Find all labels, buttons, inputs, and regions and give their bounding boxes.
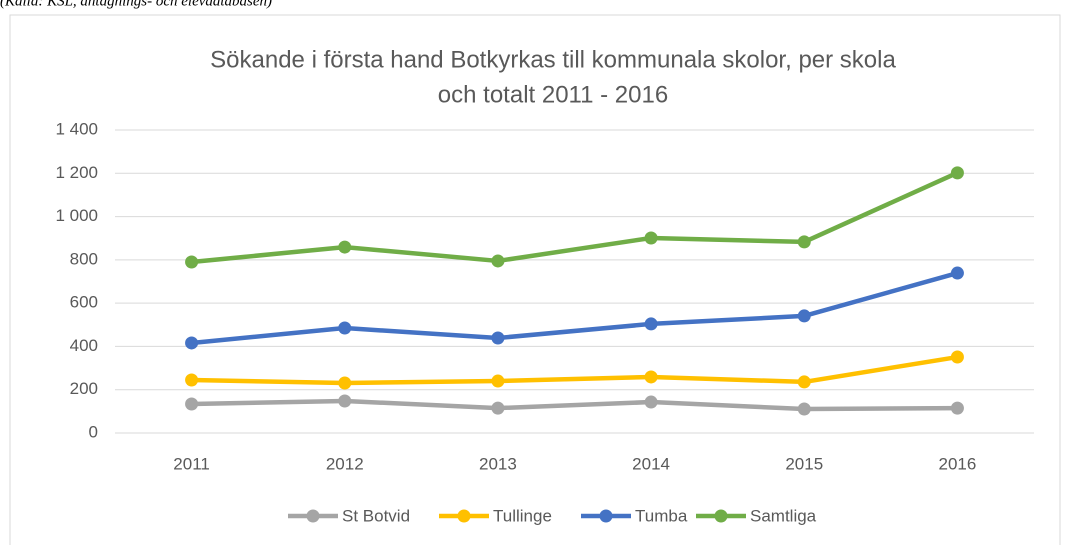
series-line: [189, 354, 960, 386]
data-point: [338, 240, 352, 254]
chart-title: Sökande i första hand Botkyrkas till kom…: [210, 46, 896, 73]
x-tick-label: 2014: [632, 454, 670, 473]
data-point: [950, 350, 964, 364]
data-point: [491, 374, 505, 388]
data-point: [797, 375, 811, 389]
y-tick-label: 800: [70, 249, 98, 268]
y-tick-label: 1 200: [55, 163, 98, 182]
data-point: [644, 231, 658, 245]
data-point: [644, 395, 658, 409]
y-tick-label: 600: [70, 293, 98, 312]
data-point: [338, 376, 352, 390]
legend-marker: [714, 509, 728, 523]
y-tick-label: 200: [70, 379, 98, 398]
data-point: [491, 401, 505, 415]
data-point: [950, 401, 964, 415]
data-point: [338, 394, 352, 408]
data-point: [950, 266, 964, 280]
data-point: [185, 336, 199, 350]
data-point: [185, 373, 199, 387]
series-line: [189, 170, 960, 265]
data-point: [797, 235, 811, 249]
series-line: [189, 398, 960, 412]
legend-marker: [457, 509, 471, 523]
legend-marker: [306, 509, 320, 523]
data-point: [491, 254, 505, 268]
x-tick-label: 2011: [173, 454, 210, 473]
data-point: [950, 166, 964, 180]
x-tick-label: 2015: [785, 454, 823, 473]
y-tick-label: 0: [89, 422, 98, 441]
series-line: [189, 270, 960, 346]
y-tick-label: 1 000: [55, 206, 98, 225]
data-point: [797, 309, 811, 323]
data-point: [797, 402, 811, 416]
data-point: [491, 331, 505, 345]
x-tick-label: 2013: [479, 454, 517, 473]
data-point: [644, 317, 658, 331]
source-note: (Källa: KSL, antagnings- och elevdatabas…: [0, 0, 272, 9]
legend-label: Samtliga: [750, 506, 817, 525]
y-tick-label: 400: [70, 336, 98, 355]
chart-title: och totalt 2011 - 2016: [438, 81, 668, 108]
legend-marker: [599, 509, 613, 523]
data-point: [644, 370, 658, 384]
data-point: [338, 321, 352, 335]
legend-label: Tullinge: [493, 506, 552, 525]
legend-label: St Botvid: [342, 506, 410, 525]
data-point: [185, 255, 199, 269]
y-tick-label: 1 400: [55, 119, 98, 138]
chart-border: [9, 14, 1061, 545]
legend-label: Tumba: [635, 506, 688, 525]
x-tick-label: 2016: [939, 454, 977, 473]
x-tick-label: 2012: [326, 454, 364, 473]
data-point: [185, 397, 199, 411]
